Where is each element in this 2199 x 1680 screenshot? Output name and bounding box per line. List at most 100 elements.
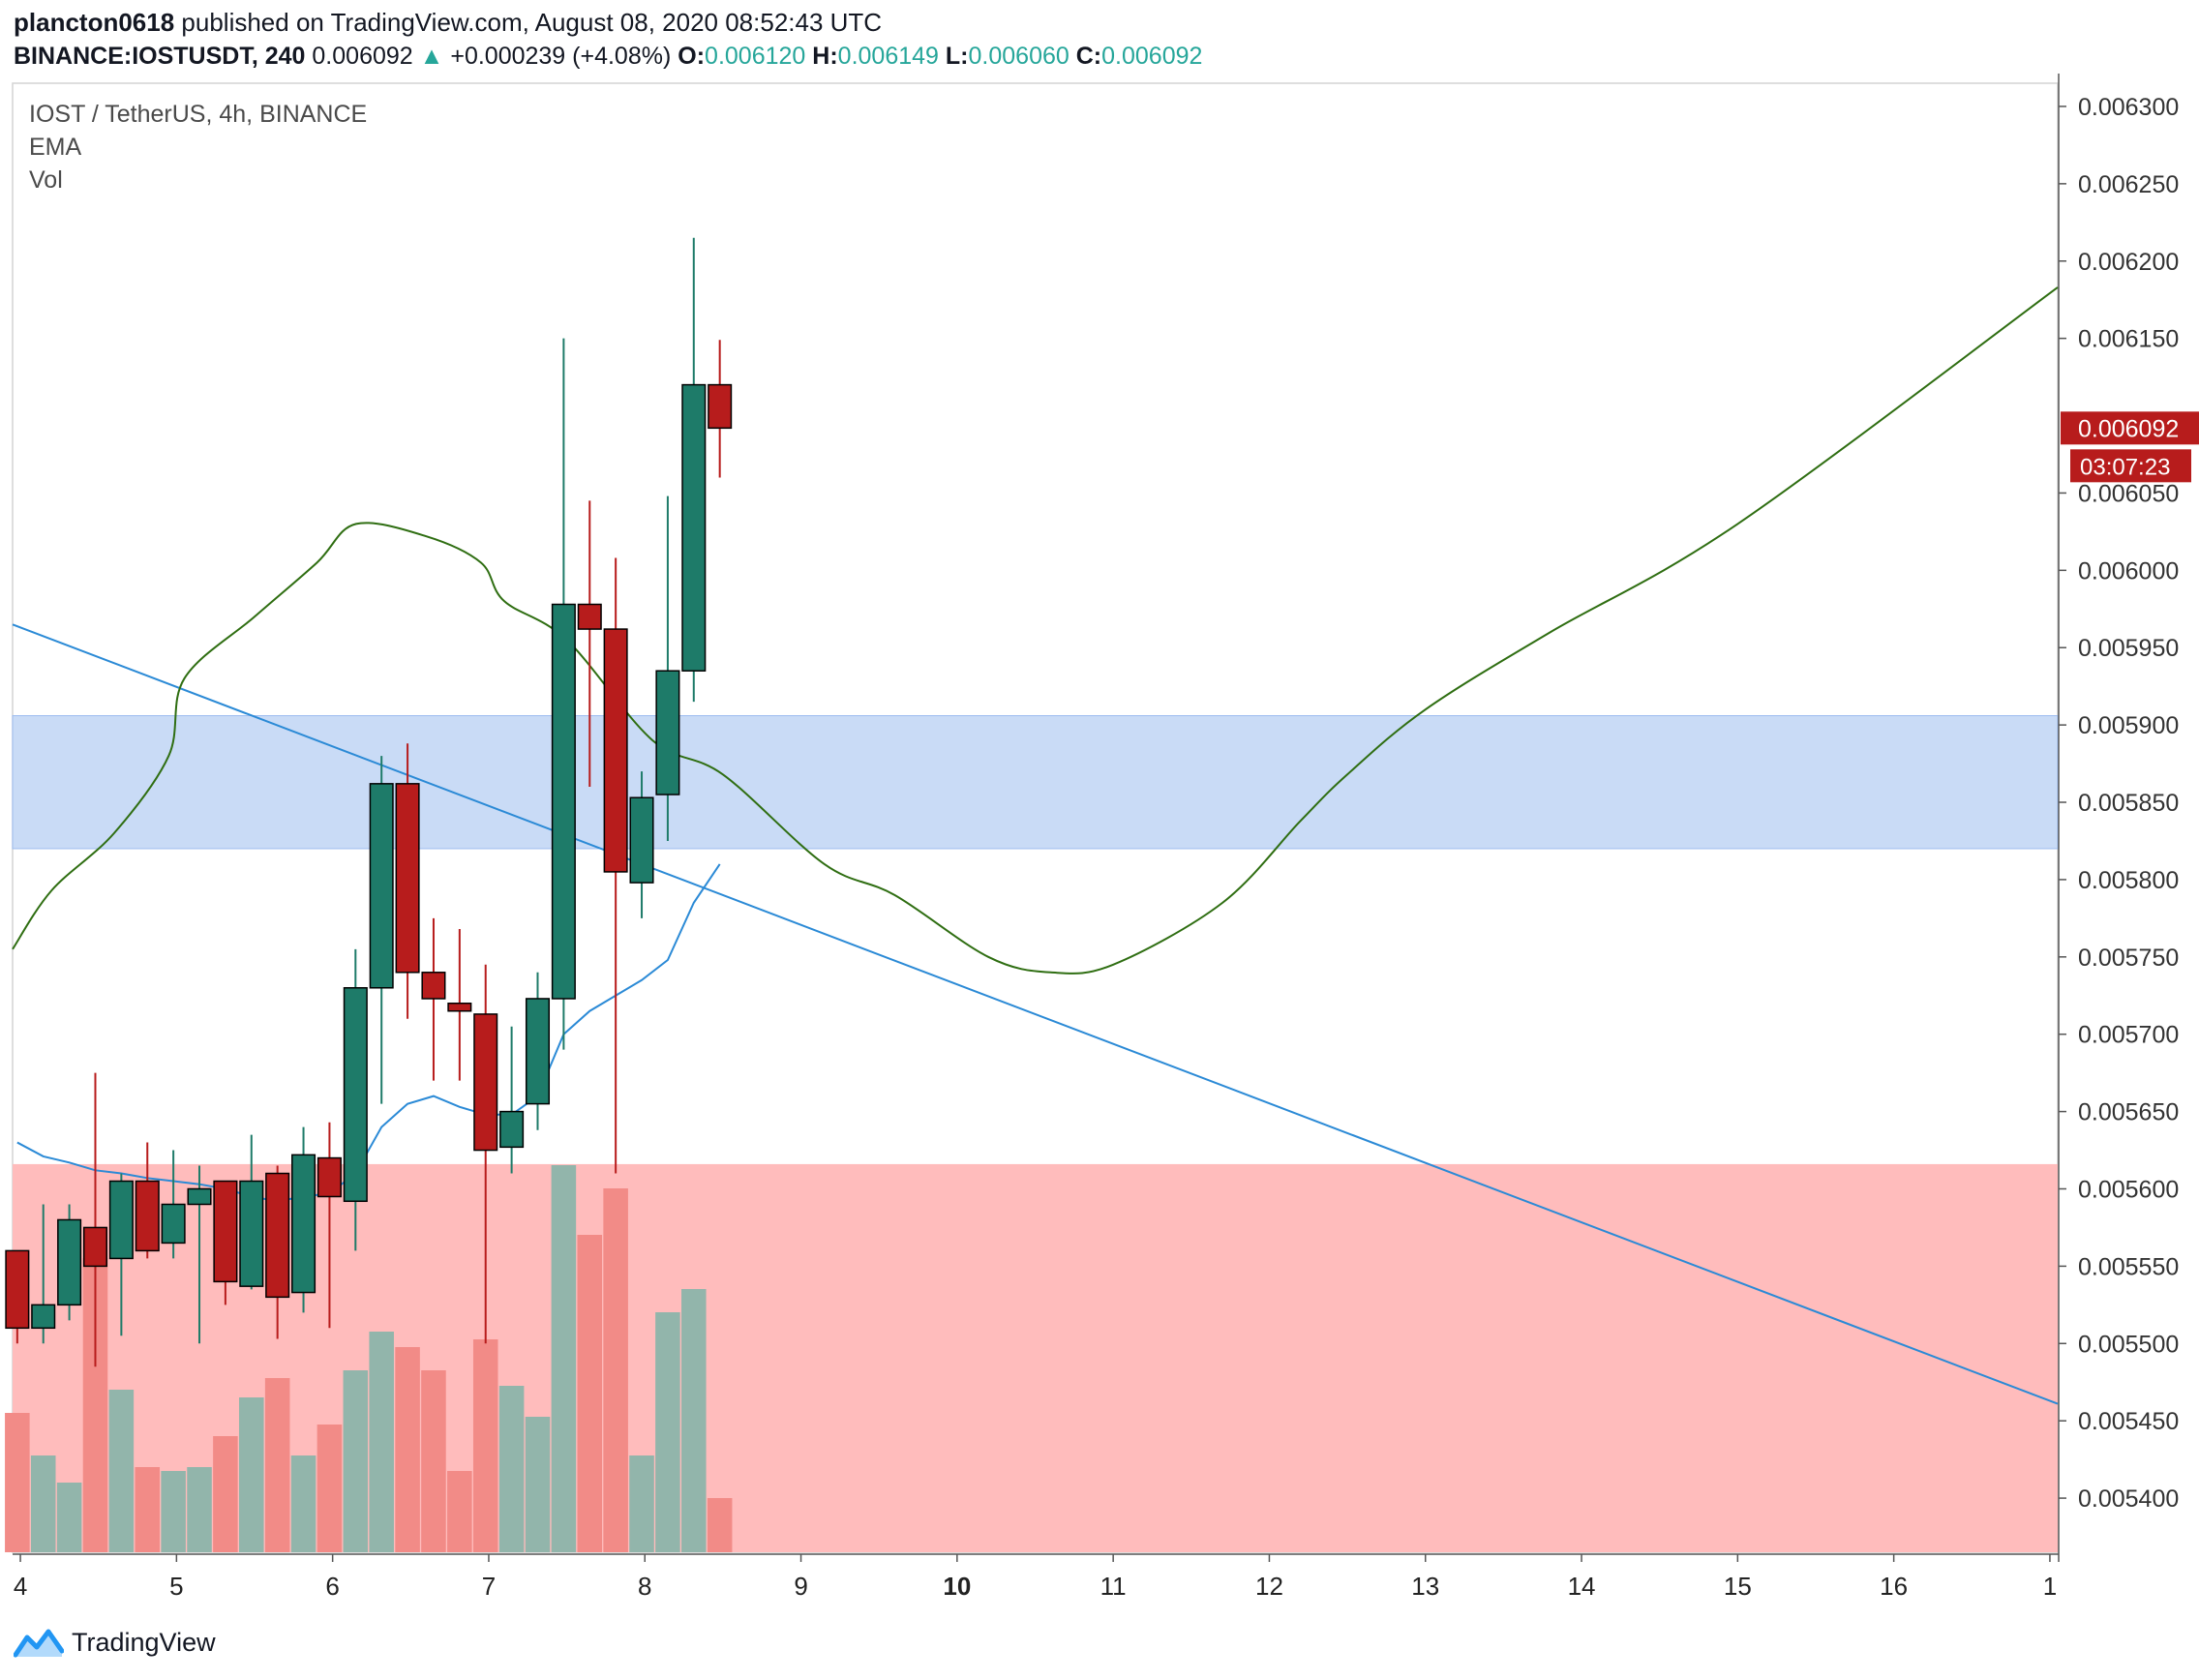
price-tick-label: 0.005450 [2078,1408,2179,1435]
high-value: 0.006149 [837,43,939,70]
volume-bar [187,1467,212,1552]
price-tag [2061,411,2199,445]
price-tick-label: 0.006050 [2078,480,2179,507]
candle-down [82,1226,108,1268]
price-tick-label: 0.005700 [2078,1022,2179,1049]
volume-bar [56,1483,82,1552]
time-tick-label: 6 [325,1572,339,1601]
candle-down [265,1172,290,1299]
candle-down [708,383,733,430]
volume-bar [421,1370,446,1552]
projection-path [12,286,2059,975]
price-tick-label: 0.006250 [2078,171,2179,198]
candle-up [57,1218,82,1306]
volume-bar [5,1413,30,1552]
candle-down [5,1249,30,1330]
trendline [12,623,2059,1405]
support-zone [12,715,2059,850]
price-change: +0.000239 (+4.08%) [450,43,672,70]
time-tick-label: 4 [14,1572,27,1601]
candle-down [577,603,602,630]
candle-up [629,796,654,884]
volume-bar [316,1425,343,1552]
symbol[interactable]: BINANCE:IOSTUSDT, 240 [14,43,306,70]
candle-up [161,1203,186,1245]
publish-info: plancton0618 published on TradingView.co… [14,8,882,38]
volume-bar [239,1397,264,1552]
legend-ema[interactable]: EMA [29,134,82,161]
volume-bar [108,1390,135,1552]
volume-bar [472,1339,498,1552]
time-tick-label: 12 [1255,1572,1283,1601]
volume-bar [213,1436,238,1552]
volume-bar [369,1332,394,1552]
low-label: L: [945,43,969,70]
time-tick-label: 16 [1880,1572,1908,1601]
candle-down [395,783,420,974]
candle-down [603,628,628,873]
price-tick-label: 0.005900 [2078,712,2179,739]
current-price-label: 0.006092 [2078,415,2179,442]
footer: TradingView [14,1626,216,1659]
up-arrow-icon: ▲ [419,43,444,70]
price-tick-label: 0.006150 [2078,326,2179,353]
open-label: O: [678,43,706,70]
price-tick-label: 0.006000 [2078,557,2179,585]
published-text: published on TradingView.com, August 08,… [181,8,883,37]
price-tick-label: 0.006200 [2078,249,2179,276]
countdown-tag [2070,449,2191,483]
candle-down [135,1180,160,1252]
symbol-info: BINANCE:IOSTUSDT, 240 0.006092 ▲ +0.0002… [14,43,1202,71]
volume-bar [161,1471,186,1552]
time-tick-label: 5 [169,1572,183,1601]
candle-down [447,1002,472,1012]
price-tick-label: 0.005950 [2078,635,2179,662]
candle-up [551,603,576,1000]
volume-bar [264,1378,290,1552]
time-tick-label: 9 [794,1572,807,1601]
candle-down [213,1180,238,1283]
volume-bar [603,1188,628,1552]
volume-bar [447,1471,472,1552]
countdown-label: 03:07:23 [2080,454,2170,480]
candle-up [291,1154,316,1294]
volume-bar [655,1312,680,1552]
time-tick-label: 11 [1100,1572,1127,1601]
legend-title[interactable]: IOST / TetherUS, 4h, BINANCE [29,101,368,128]
candle-up [239,1180,264,1287]
candle-up [369,783,394,989]
publisher-name[interactable]: plancton0618 [14,8,175,37]
footer-brand: TradingView [72,1627,216,1657]
price-tick-label: 0.005400 [2078,1485,2179,1513]
volume-bar [343,1370,369,1552]
candle-down [473,1013,498,1152]
volume-bar [577,1235,603,1552]
volume-bar [498,1386,525,1552]
price-tick-label: 0.005500 [2078,1331,2179,1358]
price-tick-label: 0.006300 [2078,94,2179,121]
price-tick-label: 0.005650 [2078,1099,2179,1126]
candle-up [108,1180,134,1260]
legend-vol[interactable]: Vol [29,166,63,194]
time-tick-label: 8 [638,1572,651,1601]
candle-up [31,1304,56,1330]
price-tick-label: 0.005750 [2078,945,2179,972]
close-label: C: [1075,43,1102,70]
volume-bar [290,1455,316,1552]
price-tick-label: 0.005800 [2078,867,2179,894]
candle-down [316,1156,342,1198]
close-value: 0.006092 [1101,43,1203,70]
last-price: 0.006092 [312,43,413,70]
low-value: 0.006060 [968,43,1069,70]
candle-up [681,383,707,672]
time-tick-label: 14 [1568,1572,1596,1601]
candle-down [421,972,446,1000]
volume-bar [30,1455,56,1552]
candle-up [343,987,368,1203]
volume-bar [707,1498,733,1552]
time-tick-label: 10 [943,1572,971,1601]
volume-bar [525,1417,551,1552]
tradingview-logo-icon[interactable] [14,1626,64,1659]
high-label: H: [812,43,838,70]
